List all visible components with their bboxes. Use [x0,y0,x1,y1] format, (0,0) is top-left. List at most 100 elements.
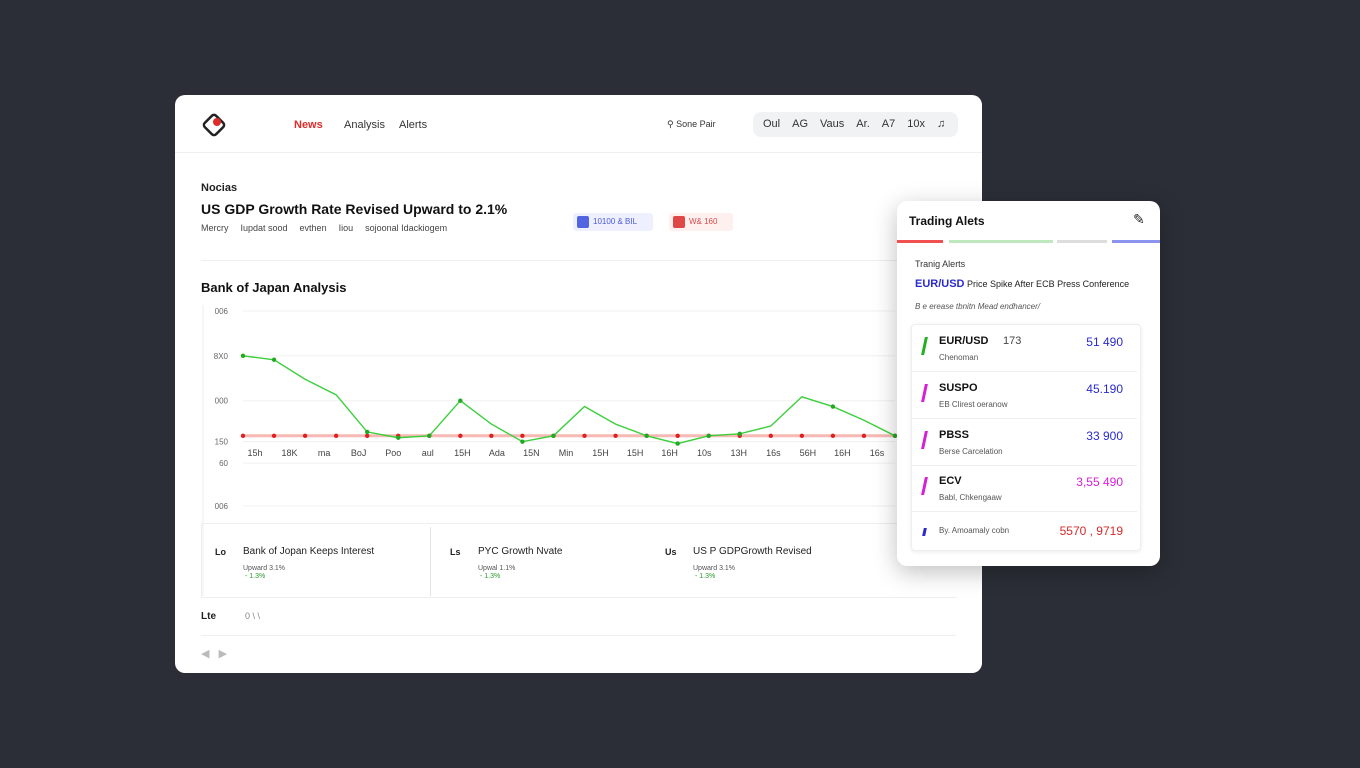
point [364,429,370,435]
nav-link[interactable]: Analysis [344,119,385,131]
sub: By. Amoamaly cobn [939,526,1010,535]
point [489,433,494,438]
flag [921,431,928,449]
nav-link[interactable]: Alerts [399,119,428,131]
card-title[interactable]: US P GDPGrowth Revised [693,546,812,557]
tool[interactable]: AG [792,118,809,130]
nav-link[interactable]: News [294,119,323,131]
point [240,433,246,438]
point [613,433,618,438]
point [830,433,836,438]
x-tick-label: 15H [454,448,471,458]
point [706,433,711,438]
badge[interactable]: W& 160 [669,213,733,231]
point [861,433,867,438]
tab-bar [1112,240,1160,243]
divider [201,635,956,636]
meta-item: Mercry [201,223,229,233]
bell-icon[interactable]: ♫ [936,118,946,130]
divider [430,527,431,596]
tab-bar [949,240,1053,243]
point [892,433,898,438]
x-tick-label: 18K [282,448,298,458]
x-tick-label: 16s [766,448,781,458]
card-title[interactable]: Bank of Jopan Keeps Interest [243,546,375,557]
point [396,435,401,440]
meta-item: Iupdat sood [240,223,288,233]
alert-row[interactable]: SUSPO EB Clirest oeranow 45.190 [911,372,1137,419]
meta-item: sojoonal Idackiogem [365,223,448,233]
sub: Berse Carcelation [939,447,1003,456]
symbol: PBSS [939,429,969,441]
chart-title: Bank of Japan Analysis [201,280,347,295]
sub: Babl, Chkengaaw [939,493,1002,502]
badge-text: 10100 & BIL [593,217,638,226]
flag [921,477,928,495]
toolbar-items: Oul AG Vaus Ar. A7 10x ♫ [763,118,945,130]
y-tick-label: 60 [219,459,228,468]
alerts-title: Trading Alets [909,214,985,228]
tool[interactable]: 10x [907,118,925,130]
alert-headline[interactable]: EUR/USD Price Spike After ECB Press Conf… [915,278,1129,290]
point [799,433,805,438]
headline[interactable]: US GDP Growth Rate Revised Upward to 2.1… [201,201,508,217]
toolbar [753,112,958,137]
x-tick-label: ma [318,448,331,458]
x-tick-label: 13H [731,448,748,458]
x-tick-label: 10s [697,448,712,458]
value: 33 900 [1086,429,1123,443]
card-sub2: - 1.3% [480,573,501,580]
symbol: ECV [939,475,962,487]
tool[interactable]: Vaus [820,118,845,130]
y-tick-label: 006 [215,502,229,511]
alert-desc: B e erease tbnitn Mead endhancer/ [915,302,1040,311]
meta: Mercry Iupdat sood evthen Iiou sojoonal Idac… [201,223,447,233]
alert-row[interactable]: By. Amoamaly cobn 5570 , 9719 [911,512,1137,558]
sub: Chenoman [939,353,979,362]
alert-row[interactable]: ECV Babl, Chkengaaw 3,55 490 [911,465,1137,512]
flag [922,528,927,536]
card-sub: Upward 3.1% [243,565,286,572]
alert-text: Price Spike After ECB Press Conference [967,279,1130,289]
search-text: Sone Pair [676,119,716,129]
series-line [242,355,896,445]
x-tick-label: BoJ [351,448,367,458]
symbol: EUR/USD [939,335,989,347]
search[interactable]: ⚲ Sone Pair [667,119,716,129]
alert-list [911,324,1141,551]
value: 3,55 490 [1076,475,1123,489]
x-tick-label: Ada [489,448,505,458]
alert-row[interactable]: PBSS Berse Carcelation 33 900 [911,419,1137,466]
point [520,433,525,438]
point [520,439,525,444]
card-title[interactable]: PYC Growth Nvate [478,546,563,557]
badge[interactable]: 10100 & BIL [573,213,653,231]
card-sub: Upwal 1.1% [478,565,516,572]
pager-arrows[interactable]: ◀ ▶ [201,648,228,660]
meta-item: evthen [299,223,327,233]
y-tick-label: 8X0 [214,352,229,361]
edit-icon[interactable]: ✎ [1133,211,1145,227]
tab-bar [1057,240,1107,243]
y-tick-label: 000 [215,397,229,406]
tool[interactable]: Oul [763,118,781,130]
tool[interactable]: A7 [881,118,896,130]
y-tick-label: 150 [215,438,229,447]
pager[interactable]: 0 \ \ [245,611,261,621]
y-tick-label: 006 [215,307,229,316]
point [240,353,246,359]
tool[interactable]: Ar. [856,118,870,130]
point [271,357,277,362]
point [582,433,587,438]
value: 5570 , 9719 [1059,524,1123,538]
point [737,431,742,437]
footer-label: Lte [201,611,216,622]
x-tick-label: 56H [800,448,817,458]
logo[interactable] [202,113,228,139]
x-tick-label: 16s [870,448,885,458]
tab-bar [897,240,943,243]
kicker: Nocias [201,182,238,194]
alert-row[interactable]: EUR/USD 173 Chenoman 51 490 [911,325,1137,372]
